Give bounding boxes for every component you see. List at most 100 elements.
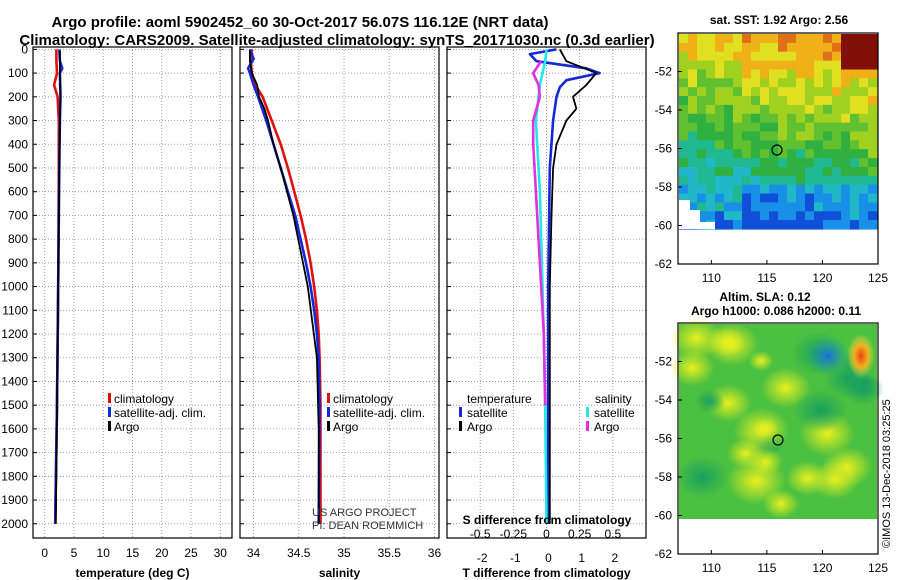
sst-cell [814, 60, 824, 71]
sst-cell [823, 104, 833, 115]
sst-cell [841, 184, 851, 195]
sst-cell [796, 131, 806, 141]
sst-cell [679, 42, 689, 53]
sst-cell [751, 175, 761, 186]
sst-cell [733, 104, 743, 115]
sst-cell [787, 211, 797, 221]
sst-cell [760, 158, 770, 168]
sst-cell [787, 122, 797, 133]
sst-cell [787, 202, 797, 212]
sst-cell [679, 158, 689, 168]
sst-cell [796, 87, 806, 97]
sst-cell [760, 140, 770, 150]
secondary-x-tick-label: 0 [543, 527, 550, 541]
sst-cell [760, 69, 770, 79]
sst-cell [850, 193, 860, 203]
map-lat-label: -58 [655, 470, 673, 484]
sst-cell [778, 167, 788, 177]
sst-cell [688, 175, 698, 186]
sst-cell [724, 60, 734, 71]
sst-cell [742, 175, 752, 186]
sst-cell [814, 175, 824, 186]
sst-cell [697, 211, 707, 221]
sst-cell [796, 78, 806, 88]
sst-cell [751, 78, 761, 88]
profile-panel-1: 0 5 10 15 20 25 30 temperature (deg C) [32, 46, 233, 580]
legend-satellite-adj-clim: satellite-adj. clim. [114, 406, 206, 420]
profile-panel-3: -2 -1 0 1 2 -0.5 -0.25 0 0.25 0.5 T difference fro… [446, 46, 647, 580]
legend-sal-argo: Argo [594, 420, 620, 434]
map-lon-label: 110 [702, 561, 721, 575]
sst-cell [823, 202, 833, 212]
sst-cell [787, 42, 797, 53]
sst-cell [787, 87, 797, 97]
sst-cell [706, 51, 716, 62]
sst-cell [841, 122, 851, 133]
sla-eddy [748, 350, 774, 371]
sst-cell [850, 34, 860, 44]
sst-cell [760, 34, 770, 44]
sst-cell [832, 202, 842, 212]
sst-cell [796, 122, 806, 133]
sst-cell [679, 96, 689, 106]
sst-cell [769, 184, 779, 195]
legend-swatch-climatology [327, 393, 330, 403]
sst-cell [859, 149, 869, 159]
map-lat-label: -56 [655, 142, 673, 156]
sst-cell [724, 122, 734, 133]
x-tick-label: 5 [71, 546, 78, 560]
depth-tick-label: 1700 [1, 446, 28, 460]
depth-tick-label: 800 [8, 232, 28, 246]
sla-eddy [694, 389, 725, 414]
sst-cell [715, 193, 725, 203]
sst-cell [760, 220, 770, 230]
sst-cell [805, 158, 815, 168]
sst-cell [823, 60, 833, 71]
sst-cell [724, 193, 734, 203]
sst-cell [742, 184, 752, 195]
sst-cell [688, 78, 698, 88]
x-tick-label: 20 [155, 546, 169, 560]
legend-swatch-argo [327, 421, 330, 431]
sst-cell [814, 69, 824, 79]
sst-cell [778, 69, 788, 79]
legend-swatch-temp-argo [459, 421, 462, 431]
sst-cell [787, 193, 797, 203]
sst-cell [823, 96, 833, 106]
sst-cell [697, 193, 707, 203]
sst-cell [841, 202, 851, 212]
sst-cell [769, 104, 779, 115]
sst-cell [706, 122, 716, 133]
sst-cell [868, 220, 878, 230]
sst-cell [787, 140, 797, 150]
sst-cell [724, 34, 734, 44]
sst-cell [760, 104, 770, 115]
sst-cell [688, 104, 698, 115]
sst-cell [859, 167, 869, 177]
sst-cell [679, 149, 689, 159]
sst-cell [697, 60, 707, 71]
sst-cell [715, 87, 725, 97]
sst-cell [823, 211, 833, 221]
sst-cell [724, 184, 734, 195]
sst-cell [859, 175, 869, 186]
sst-cell [751, 167, 761, 177]
sst-cell [697, 149, 707, 159]
series-line-argo [249, 50, 320, 524]
sst-argo-location-marker [771, 144, 783, 156]
sst-cell [868, 78, 878, 88]
sst-cell [751, 184, 761, 195]
sst-cell [715, 69, 725, 79]
sst-cell [778, 87, 788, 97]
sst-cell [679, 113, 689, 124]
sst-cell [769, 211, 779, 221]
sst-cell [814, 104, 824, 115]
sst-cell [679, 184, 689, 195]
legend-swatch-argo [108, 421, 111, 431]
sst-cell [823, 184, 833, 195]
sst-cell [724, 51, 734, 62]
sst-cell [769, 42, 779, 53]
sst-cell [724, 158, 734, 168]
sst-cell [778, 78, 788, 88]
